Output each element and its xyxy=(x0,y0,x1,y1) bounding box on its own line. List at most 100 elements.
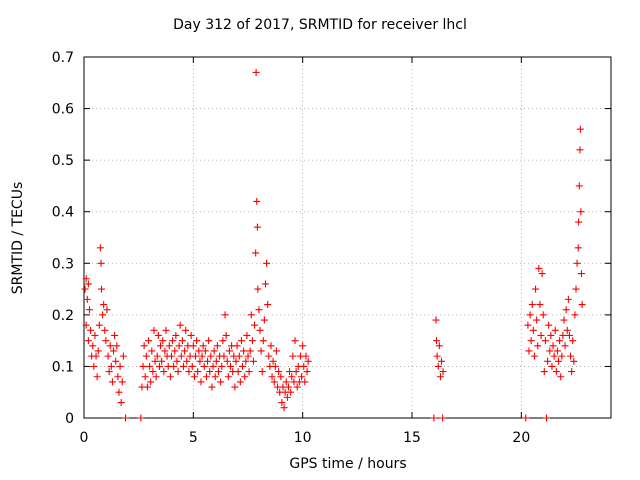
data-point xyxy=(532,285,540,293)
data-point xyxy=(283,393,291,401)
data-point xyxy=(149,368,157,376)
data-point xyxy=(183,357,191,365)
data-point xyxy=(530,352,538,360)
data-point xyxy=(576,125,584,133)
data-point xyxy=(569,337,577,345)
data-point xyxy=(433,337,440,345)
data-point xyxy=(541,337,549,345)
data-point xyxy=(267,342,275,350)
data-point xyxy=(559,331,567,339)
data-point xyxy=(550,352,558,360)
data-point xyxy=(162,326,170,334)
data-point xyxy=(146,362,154,370)
data-point xyxy=(160,368,168,376)
data-point xyxy=(555,357,563,365)
data-point xyxy=(102,337,110,345)
data-point xyxy=(247,311,255,319)
data-point xyxy=(573,259,581,267)
data-point xyxy=(253,197,261,205)
data-point xyxy=(169,337,177,345)
data-point xyxy=(181,347,189,355)
data-point xyxy=(436,373,444,381)
data-point xyxy=(241,373,249,381)
data-point xyxy=(544,357,552,365)
data-point xyxy=(264,301,272,309)
data-point xyxy=(97,285,105,293)
y-tick-label: 0.2 xyxy=(52,308,74,324)
data-point xyxy=(118,378,126,386)
data-point xyxy=(280,404,288,412)
x-tick-label: 0 xyxy=(80,430,89,446)
data-point xyxy=(560,316,568,324)
data-point xyxy=(151,357,159,365)
data-point xyxy=(223,357,231,365)
data-point xyxy=(161,347,169,355)
data-point xyxy=(211,373,219,381)
x-axis-label: GPS time / hours xyxy=(289,456,407,472)
data-point xyxy=(256,326,264,334)
data-point xyxy=(89,342,97,350)
data-point xyxy=(288,373,296,381)
data-point xyxy=(212,357,220,365)
data-point xyxy=(574,244,582,252)
data-point xyxy=(249,357,257,365)
data-point xyxy=(115,388,123,396)
data-point xyxy=(286,368,294,376)
data-point xyxy=(552,368,560,376)
data-point xyxy=(140,342,148,350)
x-tick-label: 15 xyxy=(403,430,421,446)
data-point xyxy=(222,331,230,339)
data-point xyxy=(525,347,533,355)
data-point xyxy=(227,362,235,370)
data-point xyxy=(258,368,266,376)
data-point xyxy=(139,362,147,370)
data-point xyxy=(87,326,95,334)
data-point xyxy=(114,373,122,381)
data-point xyxy=(112,357,120,365)
data-point xyxy=(155,362,163,370)
data-point xyxy=(553,347,561,355)
data-point xyxy=(233,342,241,350)
data-point xyxy=(300,362,308,370)
data-point xyxy=(551,326,559,334)
y-tick-label: 0 xyxy=(65,411,74,427)
data-point xyxy=(219,337,227,345)
chart-title: Day 312 of 2017, SRMTID for receiver lhc… xyxy=(173,17,467,33)
data-point xyxy=(176,321,184,329)
data-point xyxy=(119,352,127,360)
data-point xyxy=(100,301,108,309)
data-point xyxy=(197,378,205,386)
data-point xyxy=(96,244,104,252)
data-point xyxy=(194,368,202,376)
data-point xyxy=(175,342,183,350)
data-point xyxy=(214,368,222,376)
data-point xyxy=(166,373,174,381)
data-point xyxy=(182,326,190,334)
data-point xyxy=(435,342,443,350)
data-point xyxy=(199,342,207,350)
data-point xyxy=(535,264,543,272)
data-point xyxy=(82,275,90,283)
data-point xyxy=(302,352,310,360)
data-point xyxy=(268,373,276,381)
data-point xyxy=(143,383,151,391)
data-point xyxy=(557,373,565,381)
data-point xyxy=(561,342,569,350)
y-tick-label: 0.4 xyxy=(52,205,74,221)
x-tick-label: 5 xyxy=(189,430,198,446)
data-point xyxy=(111,331,119,339)
data-point xyxy=(200,362,208,370)
data-point xyxy=(529,326,537,334)
data-point xyxy=(232,357,240,365)
data-point xyxy=(257,347,265,355)
data-point xyxy=(545,321,553,329)
data-point xyxy=(165,342,173,350)
data-point xyxy=(193,337,201,345)
data-point xyxy=(578,301,586,309)
data-point xyxy=(577,270,585,278)
data-point xyxy=(91,331,99,339)
data-point xyxy=(434,362,442,370)
y-tick-label: 0.3 xyxy=(52,256,74,272)
data-point xyxy=(271,362,279,370)
data-point xyxy=(92,352,100,360)
